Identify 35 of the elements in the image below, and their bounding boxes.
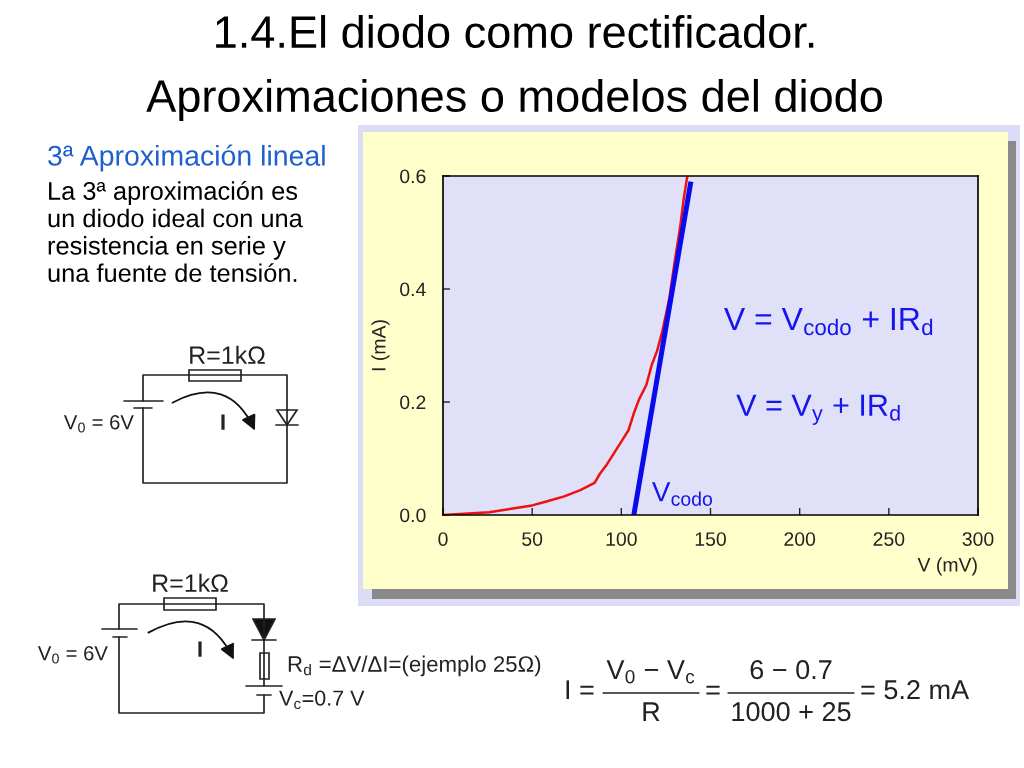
x-tick-label: 0 — [438, 532, 448, 546]
annotation: V = V$_{y}$ + IR$_{d}$ — [736, 394, 900, 425]
text: V$_{0}$ = 6V — [37, 646, 108, 664]
text: 1000 + 25 — [732, 702, 851, 722]
text: 6 − 0.7 — [750, 660, 832, 680]
text: I = — [566, 680, 594, 699]
text: = — [706, 685, 720, 695]
x-tick-label: 250 — [873, 532, 905, 546]
x-tick-label: 150 — [695, 532, 726, 546]
x-tick-label: 50 — [522, 532, 543, 546]
y-tick-label: 0.0 — [400, 508, 426, 523]
text: I — [198, 641, 202, 657]
text: R — [643, 702, 660, 721]
text: = 5.2 mA — [861, 680, 970, 700]
text: V$_{0}$ − V$_{c}$ — [606, 660, 695, 684]
x-axis-title: V (mV) — [917, 557, 977, 576]
chart-title: 1.4.El diodo como rectificador. — [216, 14, 814, 49]
text: V$_{c}$=0.7 V — [279, 690, 365, 710]
annotation: V$_{codo}$ — [651, 482, 713, 506]
x-tick-label: 100 — [606, 532, 637, 546]
x-tick-label: 200 — [784, 532, 816, 546]
text: R=1kΩ — [153, 573, 228, 592]
text: 3ª Aproximación lineal — [48, 144, 325, 172]
annotation: V = V$_{codo}$ + IR$_{d}$ — [724, 307, 933, 336]
text: La 3ª aproximación es un diodo ideal con una resistencia en serie y una fuente de tensión. — [48, 181, 303, 283]
y-tick-label: 0.2 — [400, 395, 426, 410]
text: R$_{d}$ =ΔV/ΔI=(ejemplo 25Ω) — [288, 655, 541, 677]
y-tick-label: 0.4 — [400, 282, 426, 297]
text: V$_{0}$ = 6V — [63, 415, 134, 433]
text: I — [221, 414, 225, 430]
y-axis-title: I (mA) — [371, 320, 390, 371]
x-tick-label: 300 — [962, 532, 994, 546]
y-tick-label: 0.6 — [400, 169, 426, 184]
chart-subtitle: Aproximaciones o modelos del diodo — [146, 78, 882, 122]
text: R=1kΩ — [190, 345, 265, 364]
